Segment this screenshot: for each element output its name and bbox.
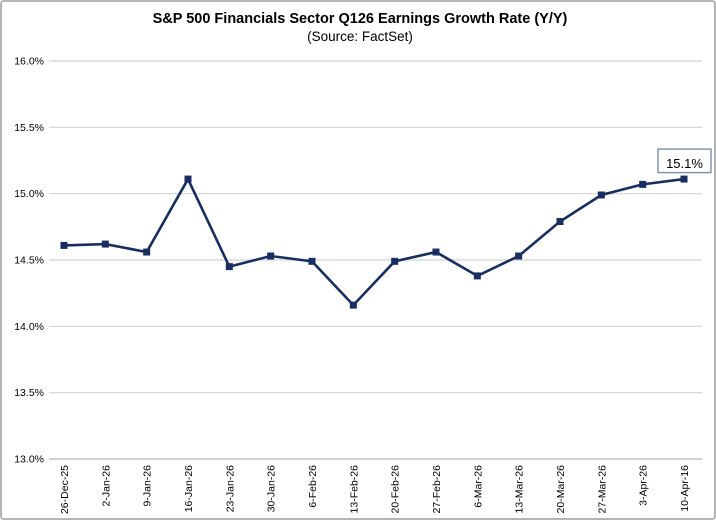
x-tick-label: 10-Apr-16 [679,465,691,512]
y-tick-label: 14.5% [14,255,44,267]
data-point-marker [597,191,605,199]
last-value-callout-box [657,148,712,174]
last-value-label: 15.1% [666,156,703,171]
data-point-marker [473,272,481,280]
y-tick-label: 13.5% [14,387,44,399]
data-point-marker [225,263,233,271]
x-tick-label: 30-Jan-26 [266,465,278,512]
x-tick-label: 2-Jan-26 [100,465,112,507]
data-line [63,176,685,308]
y-tick-label: 15.5% [14,122,44,134]
chart-title: S&P 500 Financials Sector Q126 Earnings … [152,11,568,27]
data-point-marker [680,175,688,183]
x-tick-label: 6-Feb-26 [307,465,319,508]
data-point-marker [308,257,316,265]
x-tick-label: 9-Jan-26 [142,465,154,507]
x-tick-label: 26-Dec-25 [59,465,71,514]
data-point-marker [349,301,357,309]
x-tick-label: 27-Feb-26 [431,465,443,514]
x-tick-label: 23-Jan-26 [224,465,236,512]
x-tick-label: 13-Feb-26 [348,465,360,514]
x-tick-label: 13-Mar-26 [514,465,526,514]
x-tick-label: 27-Mar-26 [596,465,608,514]
x-tick-label: 20-Mar-26 [555,465,567,514]
chart-subtitle: (Source: FactSet) [307,29,413,44]
data-point-marker [391,257,399,265]
data-point-marker [556,218,564,226]
data-point-marker [184,175,192,183]
data-point-marker [101,240,109,248]
x-tick-label: 3-Apr-26 [638,465,650,506]
data-point-marker [515,252,523,260]
x-tick-label: 20-Feb-26 [390,465,402,514]
y-tick-label: 13.0% [14,454,44,466]
data-point-marker [267,252,275,260]
data-point-marker [639,180,647,188]
y-tick-label: 15.0% [14,188,44,200]
y-tick-label: 14.0% [14,321,44,333]
x-tick-label: 16-Jan-26 [183,465,195,512]
y-tick-label: 16.0% [14,56,44,68]
data-point-marker [60,241,68,249]
data-point-marker [432,248,440,256]
x-tick-label: 6-Mar-26 [472,465,484,508]
data-point-marker [143,248,151,256]
